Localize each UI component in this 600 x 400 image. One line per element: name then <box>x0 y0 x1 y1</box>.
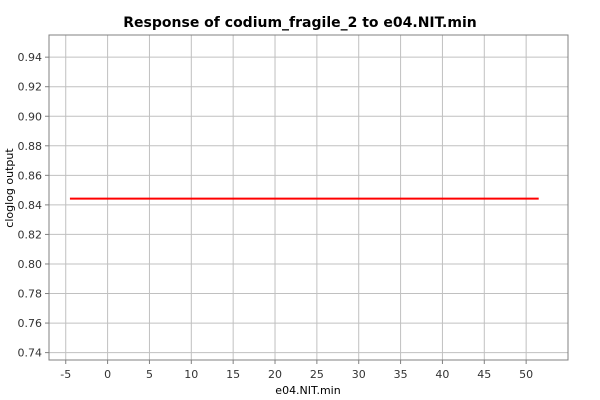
y-tick-label: 0.94 <box>18 51 43 64</box>
y-tick-label: 0.76 <box>18 317 43 330</box>
y-tick-label: 0.88 <box>18 140 43 153</box>
y-axis-label: cloglog output <box>3 148 16 228</box>
x-tick-label: 30 <box>352 368 366 381</box>
x-tick-label: 20 <box>268 368 282 381</box>
grid <box>49 35 568 360</box>
x-tick-label: -5 <box>60 368 71 381</box>
plot-area <box>48 34 569 361</box>
y-tick-label: 0.82 <box>18 228 43 241</box>
x-tick-label: 5 <box>146 368 153 381</box>
x-tick-label: 15 <box>226 368 240 381</box>
x-tick-label: 25 <box>310 368 324 381</box>
y-tick-label: 0.92 <box>18 81 43 94</box>
x-axis-label: e04.NIT.min <box>275 384 340 397</box>
y-tick-label: 0.86 <box>18 169 43 182</box>
y-tick-label: 0.74 <box>18 347 43 360</box>
x-tick-label: 40 <box>435 368 449 381</box>
y-tick-label: 0.80 <box>18 258 43 271</box>
y-tick-label: 0.84 <box>18 199 43 212</box>
chart-title: Response of codium_fragile_2 to e04.NIT.… <box>123 15 477 31</box>
axis-ticks: -5 0 5 10 15 20 25 30 35 40 45 50 0.74 0.76 0.78 0.80 0.… <box>18 51 534 381</box>
x-tick-label: 35 <box>394 368 408 381</box>
y-tick-label: 0.90 <box>18 110 43 123</box>
x-tick-label: 10 <box>184 368 198 381</box>
x-tick-label: 0 <box>104 368 111 381</box>
x-tick-label: 45 <box>477 368 491 381</box>
y-tick-label: 0.78 <box>18 288 43 301</box>
x-tick-label: 50 <box>519 368 533 381</box>
